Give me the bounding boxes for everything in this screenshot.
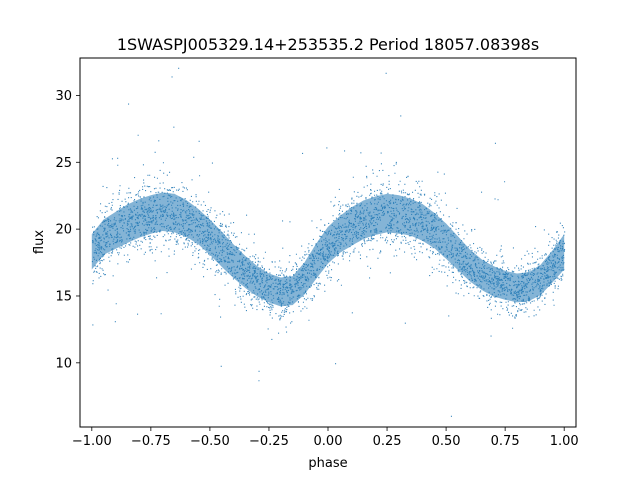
- chart-title: 1SWASPJ005329.14+253535.2 Period 18057.0…: [117, 35, 539, 54]
- data-points: [91, 67, 566, 417]
- y-tick-label: 10: [55, 356, 72, 371]
- x-tick-label: −0.75: [131, 434, 171, 449]
- y-axis-label: flux: [32, 230, 47, 254]
- y-axis-ticks: 10 15 20 25 30: [55, 89, 80, 371]
- x-tick-label: 0.00: [314, 434, 343, 449]
- scatter-density-band: [91, 192, 565, 307]
- y-tick-label: 20: [55, 223, 72, 238]
- x-tick-label: 0.25: [373, 434, 402, 449]
- x-tick-label: 0.75: [491, 434, 520, 449]
- x-axis-ticks: −1.00 −0.75 −0.50 −0.25 0.00 0.25 0.50 0.75 1.00: [72, 427, 579, 449]
- y-tick-label: 30: [55, 89, 72, 104]
- x-tick-label: −0.50: [190, 434, 230, 449]
- x-tick-label: 1.00: [550, 434, 579, 449]
- x-tick-label: 0.50: [432, 434, 461, 449]
- x-tick-label: −1.00: [72, 434, 112, 449]
- y-tick-label: 15: [55, 289, 72, 304]
- y-tick-label: 25: [55, 156, 72, 171]
- x-axis-label: phase: [308, 456, 347, 471]
- x-tick-label: −0.25: [249, 434, 289, 449]
